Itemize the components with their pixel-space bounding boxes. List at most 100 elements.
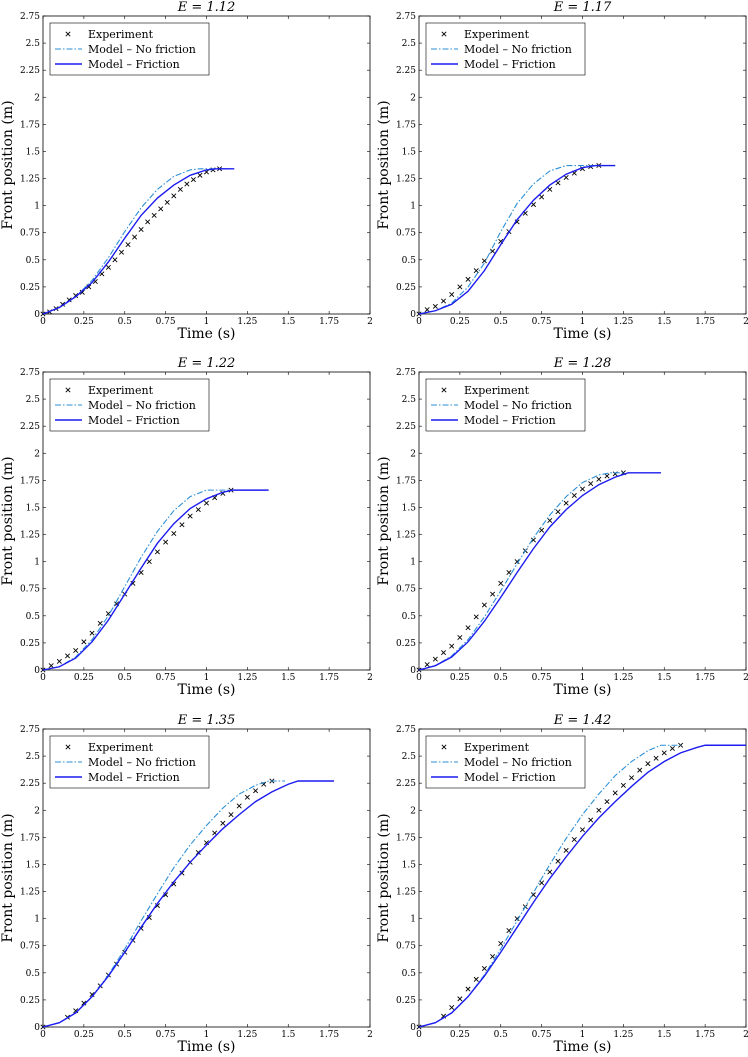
y-tick-label: 0.5 (26, 969, 41, 979)
legend-experiment-label: Experiment (464, 741, 530, 754)
y-axis-label: Front position (m) (376, 100, 392, 229)
y-tick-label: 0.75 (396, 942, 416, 952)
experiment-point (629, 775, 635, 781)
experiment-point (79, 289, 85, 295)
y-tick-label: 0.75 (396, 585, 416, 595)
experiment-point (190, 177, 196, 183)
x-tick-label: 1.5 (281, 1030, 296, 1040)
y-tick-label: 1.5 (26, 503, 41, 513)
experiment-point (498, 580, 504, 586)
experiment-point (490, 954, 496, 960)
legend-experiment-marker (441, 387, 447, 393)
experiment-point (465, 276, 471, 282)
panel-title: E = 1.35 (177, 713, 236, 728)
legend-no-friction-label: Model – No friction (88, 399, 196, 412)
x-tick-label: 1.25 (237, 673, 257, 683)
experiment-point (432, 656, 438, 662)
panel-6: E = 1.42 0 0.25 0.5 0.75 1 1.25 1.5 1.75 2 0 0.25 0.… (376, 713, 748, 1055)
legend-experiment-marker (65, 31, 71, 37)
y-axis-label: Front position (m) (376, 456, 392, 585)
experiment-point (138, 226, 144, 232)
panel-3: E = 1.22 0 0.25 0.5 0.75 1 1.25 1.5 1.75 2 0 0.25 0.… (0, 356, 373, 698)
experiment-point (539, 194, 545, 200)
x-axis-label: Time (s) (178, 326, 236, 342)
y-tick-label: 2 (410, 806, 416, 816)
legend-box (425, 735, 586, 789)
y-tick-label: 0.25 (20, 996, 40, 1006)
x-tick-label: 1.25 (613, 673, 633, 683)
legend-friction-label: Model – Friction (88, 771, 180, 784)
x-tick-label: 0 (40, 1030, 46, 1040)
legend-box (425, 22, 586, 76)
y-tick-label: 1 (34, 558, 40, 568)
experiment-point (171, 530, 177, 536)
x-tick-label: 1.25 (613, 317, 633, 327)
experiment-point (118, 249, 124, 255)
legend-experiment-marker (65, 387, 71, 393)
y-tick-label: 0.75 (20, 229, 40, 239)
legend-box (49, 735, 210, 789)
legend-box (49, 378, 210, 432)
y-tick-label: 0 (410, 666, 416, 676)
experiment-point (596, 476, 602, 482)
experiment-point (73, 647, 79, 654)
legend-no-friction-label: Model – No friction (88, 756, 196, 769)
experiment-point (81, 1000, 87, 1006)
y-tick-label: 2.25 (396, 66, 416, 76)
x-tick-label: 1.75 (319, 1030, 339, 1040)
y-tick-label: 1.5 (402, 503, 417, 513)
y-tick-label: 2 (34, 93, 40, 103)
experiment-point (588, 481, 594, 487)
legend-no-friction-label: Model – No friction (464, 43, 572, 56)
no-friction-model-line (42, 489, 232, 671)
y-axis-label: Front position (m) (0, 100, 16, 229)
x-tick-label: 1.75 (319, 673, 339, 683)
x-axis-label: Time (s) (554, 1039, 612, 1055)
panel-title: E = 1.28 (553, 356, 612, 371)
experiment-point (530, 892, 536, 898)
y-tick-label: 0 (34, 310, 40, 320)
x-tick-label: 1 (580, 673, 586, 683)
legend-experiment-marker (441, 31, 447, 37)
experiment-point (637, 767, 643, 773)
x-tick-label: 2 (743, 1030, 748, 1040)
x-axis-label: Time (s) (554, 326, 612, 342)
experiment-point (164, 199, 170, 205)
experiment-point (530, 202, 536, 208)
experiment-point (145, 219, 151, 225)
legend-friction-label: Model – Friction (464, 414, 556, 427)
x-tick-label: 1.75 (695, 673, 715, 683)
y-tick-label: 2.75 (20, 368, 40, 378)
experiment-point (132, 234, 138, 240)
legend-no-friction-label: Model – No friction (464, 399, 572, 412)
y-tick-label: 1.5 (26, 147, 41, 157)
legend-no-friction-label: Model – No friction (88, 43, 196, 56)
experiment-point (179, 522, 185, 528)
experiment-point (612, 790, 618, 796)
x-tick-label: 0.75 (156, 673, 176, 683)
x-axis-label: Time (s) (554, 682, 612, 698)
no-friction-model-line (418, 164, 616, 315)
experiment-point (481, 965, 487, 972)
legend-experiment-label: Experiment (88, 384, 154, 397)
legend-friction-label: Model – Friction (464, 58, 556, 71)
x-tick-label: 0.5 (494, 673, 509, 683)
x-tick-label: 0.25 (74, 1030, 94, 1040)
x-tick-label: 0 (416, 1030, 422, 1040)
friction-model-line (42, 489, 269, 671)
y-tick-label: 0 (34, 666, 40, 676)
y-tick-label: 0 (410, 310, 416, 320)
y-tick-label: 0 (410, 1023, 416, 1033)
y-tick-label: 2.25 (396, 422, 416, 432)
panel-1: E = 1.12 0 0.25 0.5 0.75 1 1.25 1.5 1.75 2 0 0.25 0.… (0, 0, 373, 342)
experiment-point (481, 602, 487, 608)
experiment-point (579, 827, 586, 833)
experiment-point (457, 284, 463, 290)
legend: Experiment Model – No friction Model – Fri… (49, 22, 210, 76)
experiment-point (481, 258, 487, 264)
x-tick-label: 1.75 (695, 317, 715, 327)
x-tick-label: 0.75 (532, 1030, 552, 1040)
x-tick-label: 1 (204, 317, 210, 327)
experiment-point (457, 634, 463, 641)
